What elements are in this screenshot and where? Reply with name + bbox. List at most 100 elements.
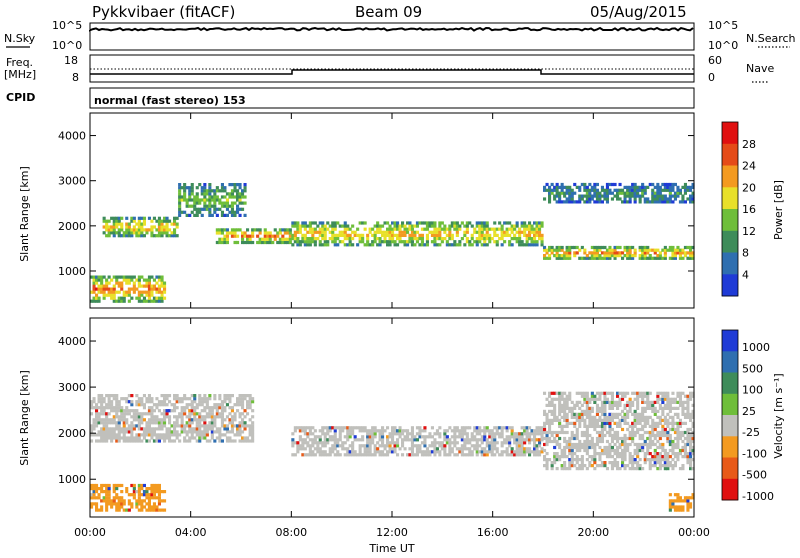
heatmap-cell bbox=[689, 445, 693, 450]
heatmap-cell bbox=[548, 391, 552, 395]
heatmap-cell bbox=[553, 415, 557, 419]
heatmap-cell bbox=[683, 455, 687, 459]
heatmap-cell bbox=[388, 233, 392, 237]
heatmap-cell bbox=[668, 245, 672, 250]
heatmap-cell bbox=[593, 445, 597, 450]
heatmap-cell bbox=[663, 415, 667, 419]
heatmap-cell bbox=[616, 251, 620, 255]
heatmap-cell bbox=[112, 219, 116, 223]
heatmap-cell bbox=[689, 452, 693, 456]
heatmap-cell bbox=[251, 430, 255, 434]
heatmap-cell bbox=[603, 397, 607, 401]
heatmap-cell bbox=[583, 400, 587, 404]
heatmap-cell bbox=[120, 225, 124, 229]
heatmap-cell bbox=[418, 444, 422, 448]
heatmap-cell bbox=[558, 430, 562, 435]
heatmap-cell bbox=[583, 394, 587, 398]
heatmap-cell bbox=[358, 233, 362, 237]
heatmap-cell bbox=[298, 447, 302, 451]
heatmap-cell bbox=[590, 245, 594, 250]
heatmap-cell bbox=[130, 228, 134, 232]
heatmap-cell bbox=[200, 436, 204, 440]
heatmap-cell bbox=[95, 281, 99, 285]
heatmap-cell bbox=[323, 237, 327, 241]
heatmap-cell bbox=[478, 444, 482, 448]
heatmap-cell bbox=[686, 412, 690, 416]
heatmap-cell bbox=[107, 502, 111, 506]
heatmap-cell bbox=[193, 195, 197, 199]
heatmap-cell bbox=[401, 453, 405, 457]
heatmap-cell bbox=[110, 287, 114, 291]
heatmap-cell bbox=[588, 442, 592, 447]
heatmap-cell bbox=[515, 435, 519, 439]
heatmap-cell bbox=[246, 436, 250, 440]
heatmap-cell bbox=[555, 254, 559, 258]
heatmap-cell bbox=[540, 426, 544, 430]
heatmap-cell bbox=[306, 435, 310, 439]
heatmap-cell bbox=[102, 290, 106, 294]
heatmap-cell bbox=[613, 251, 617, 255]
heatmap-cell bbox=[155, 427, 159, 431]
heatmap-cell bbox=[381, 240, 385, 244]
heatmap-cell bbox=[208, 439, 212, 443]
heatmap-cell bbox=[100, 421, 104, 425]
heatmap-cell bbox=[533, 243, 537, 247]
heatmap-cell bbox=[473, 230, 477, 234]
heatmap-cell bbox=[112, 418, 116, 422]
heatmap-cell bbox=[160, 436, 164, 440]
heatmap-cell bbox=[656, 424, 660, 428]
heatmap-cell bbox=[348, 240, 352, 244]
heatmap-cell bbox=[428, 453, 432, 457]
heatmap-cell bbox=[515, 441, 519, 445]
heatmap-cell bbox=[316, 444, 320, 448]
heatmap-cell bbox=[120, 502, 124, 506]
heatmap-cell bbox=[663, 403, 667, 407]
heatmap-cell bbox=[638, 245, 642, 250]
heatmap-cell bbox=[545, 458, 549, 462]
heatmap-cell bbox=[205, 192, 209, 196]
heatmap-cell bbox=[558, 394, 562, 398]
heatmap-cell bbox=[142, 490, 146, 494]
heatmap-cell bbox=[95, 487, 99, 491]
heatmap-cell bbox=[386, 453, 390, 457]
heatmap-cell bbox=[671, 415, 675, 419]
heatmap-cell bbox=[600, 406, 604, 410]
heatmap-cell bbox=[443, 438, 447, 442]
heatmap-cell bbox=[646, 251, 650, 255]
heatmap-cell bbox=[225, 427, 229, 431]
heatmap-cell bbox=[646, 458, 650, 462]
heatmap-cell bbox=[555, 188, 559, 192]
heatmap-cell bbox=[613, 403, 617, 407]
heatmap-cell bbox=[661, 455, 665, 459]
heatmap-cell bbox=[661, 200, 665, 204]
heatmap-cell bbox=[668, 185, 672, 189]
heatmap-cell bbox=[92, 483, 96, 488]
heatmap-cell bbox=[538, 429, 542, 433]
heatmap-cell bbox=[175, 436, 179, 440]
heatmap-cell bbox=[137, 508, 141, 512]
heatmap-cell bbox=[631, 439, 635, 444]
heatmap-cell bbox=[535, 447, 539, 451]
heatmap-cell bbox=[505, 435, 509, 439]
heatmap-cell bbox=[555, 452, 559, 456]
heatmap-cell bbox=[215, 409, 219, 413]
heatmap-cell bbox=[110, 228, 114, 232]
heatmap-cell bbox=[225, 415, 229, 419]
heatmap-cell bbox=[218, 231, 222, 235]
heatmap-cell bbox=[157, 496, 161, 500]
heatmap-cell bbox=[122, 433, 126, 437]
colorbar-segment bbox=[722, 372, 738, 395]
heatmap-cell bbox=[543, 185, 547, 189]
heatmap-cell bbox=[351, 444, 355, 448]
heatmap-cell bbox=[468, 450, 472, 454]
heatmap-cell bbox=[558, 245, 562, 250]
heatmap-cell bbox=[608, 256, 612, 260]
heatmap-cell bbox=[638, 412, 642, 416]
heatmap-cell bbox=[681, 433, 685, 438]
heatmap-cell bbox=[125, 234, 129, 238]
heatmap-cell bbox=[223, 406, 227, 410]
heatmap-cell bbox=[666, 458, 670, 462]
heatmap-cell bbox=[152, 427, 156, 431]
heatmap-cell bbox=[583, 430, 587, 435]
heatmap-cell bbox=[661, 256, 665, 260]
